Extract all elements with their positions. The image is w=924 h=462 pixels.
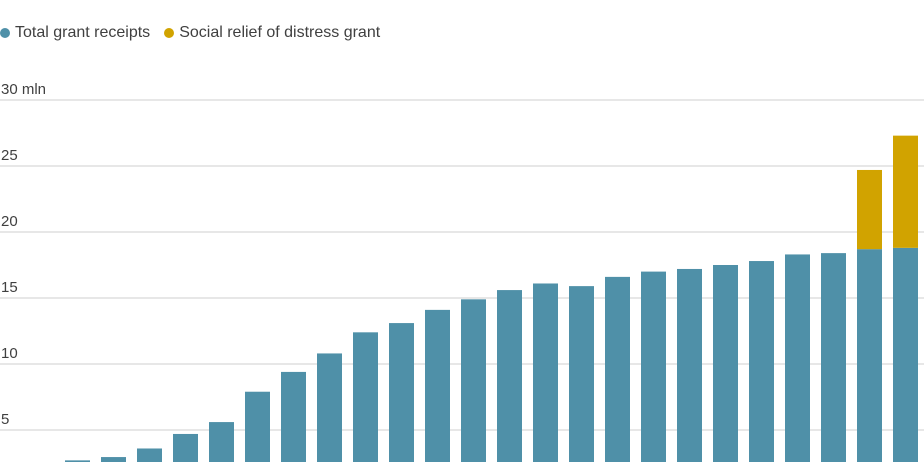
bar-total-17 — [641, 271, 666, 462]
bar-total-2 — [101, 457, 126, 462]
bar-total-18 — [677, 268, 702, 462]
chart-legend: Total grant receipts Social relief of di… — [0, 24, 394, 42]
bar-total-20 — [749, 261, 774, 462]
bar-total-11 — [425, 309, 450, 462]
y-tick-label-10: 10 — [1, 345, 18, 362]
bar-total-16 — [605, 276, 630, 462]
bar-total-24 — [893, 247, 918, 462]
bar-total-12 — [461, 299, 486, 462]
bar-total-6 — [245, 391, 270, 462]
bar-total-23 — [857, 249, 882, 462]
legend-item-total: Total grant receipts — [0, 24, 150, 42]
bar-srd-24 — [893, 135, 918, 248]
bar-total-14 — [533, 283, 558, 462]
bar-total-19 — [713, 265, 738, 462]
bar-total-4 — [173, 433, 198, 462]
bar-total-10 — [389, 323, 414, 462]
y-tick-label-30: 30 mln — [1, 81, 46, 98]
bar-total-15 — [569, 286, 594, 462]
bar-total-9 — [353, 332, 378, 462]
bar-total-13 — [497, 290, 522, 462]
bar-total-5 — [209, 422, 234, 462]
legend-label-total: Total grant receipts — [15, 24, 151, 41]
y-tick-labels: 5 10 15 20 25 30 mln — [1, 81, 46, 428]
legend-swatch-srd — [164, 28, 175, 38]
bar-total-7 — [281, 371, 306, 462]
bar-total-8 — [317, 353, 342, 462]
bar-srd-23 — [857, 169, 882, 250]
y-tick-label-20: 20 — [1, 213, 18, 230]
bars — [65, 135, 918, 462]
y-tick-label-5: 5 — [1, 411, 9, 428]
bar-total-3 — [137, 448, 162, 462]
bar-total-22 — [821, 253, 846, 462]
y-tick-label-15: 15 — [1, 279, 18, 296]
y-tick-label-25: 25 — [1, 147, 18, 164]
legend-swatch-total — [0, 28, 10, 38]
bar-total-1 — [65, 460, 90, 462]
legend-label-srd: Social relief of distress grant — [179, 24, 381, 41]
legend-item-srd: Social relief of distress grant — [164, 24, 380, 42]
bar-total-21 — [785, 254, 810, 462]
